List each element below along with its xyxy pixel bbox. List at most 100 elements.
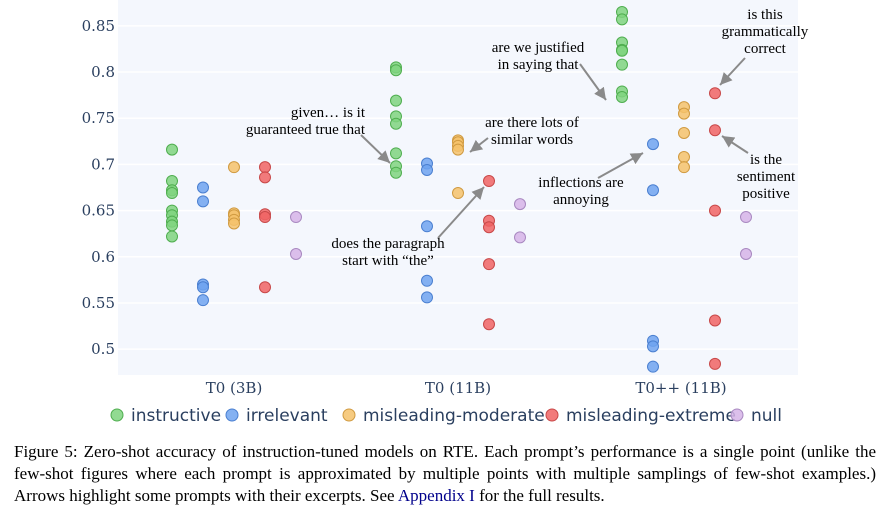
- data-point-irrelevant: [647, 360, 659, 373]
- data-point-instructive: [390, 166, 402, 179]
- data-point-instructive: [390, 94, 402, 107]
- data-point-instructive: [166, 230, 178, 243]
- annotation-text: positive: [742, 186, 790, 202]
- legend-marker: [545, 408, 559, 422]
- annotation-arrow: [437, 186, 485, 239]
- y-tick-label: 0.55: [82, 294, 115, 312]
- data-point-irrelevant: [421, 291, 433, 304]
- data-point-instructive: [166, 187, 178, 200]
- legend-label: irrelevant: [246, 406, 328, 426]
- legend-marker: [730, 408, 744, 422]
- data-point-irrelevant: [421, 274, 433, 287]
- annotation-text: is this: [747, 7, 783, 23]
- data-points: [166, 6, 752, 373]
- annotation-text: guaranteed true that: [246, 122, 366, 138]
- data-point-misleading-extreme: [259, 281, 271, 294]
- y-axis-ticks: 0.5 0.55 0.6 0.65 0.7 0.75 0.8 0.85: [82, 17, 115, 358]
- annotation-text: does the paragraph: [331, 236, 445, 252]
- annotation-text: are we justified: [492, 40, 585, 56]
- data-point-misleading-extreme: [709, 87, 721, 100]
- annotation-text: correct: [744, 41, 786, 57]
- data-point-misleading-extreme: [709, 357, 721, 370]
- data-point-null: [740, 248, 752, 261]
- data-point-misleading-moderate: [678, 151, 690, 164]
- data-point-misleading-moderate: [678, 127, 690, 140]
- data-point-misleading-moderate: [678, 107, 690, 120]
- data-point-misleading-extreme: [709, 124, 721, 137]
- data-point-instructive: [616, 58, 628, 71]
- annotation-text: is the: [750, 152, 782, 168]
- annotation-text: start with “the”: [342, 253, 434, 269]
- y-tick-label: 0.75: [82, 109, 115, 127]
- annotation-arrow: [360, 134, 391, 164]
- annotation-arrow: [719, 57, 746, 86]
- data-point-irrelevant: [197, 294, 209, 307]
- annotation-text: are there lots of: [485, 115, 579, 131]
- data-point-irrelevant: [197, 195, 209, 208]
- annotation-text: given… is it: [291, 105, 366, 121]
- data-point-misleading-moderate: [452, 143, 464, 156]
- data-point-instructive: [616, 44, 628, 57]
- annotation-text: inflections are: [538, 175, 624, 191]
- legend-label: misleading-extreme: [566, 406, 736, 426]
- x-tick-label: T0 (3B): [206, 379, 263, 397]
- x-axis-ticks: T0 (3B) T0 (11B) T0++ (11B): [206, 379, 727, 397]
- caption-text: Figure 5: Zero-shot accuracy of instruct…: [14, 442, 876, 505]
- data-point-instructive: [616, 90, 628, 103]
- data-point-null: [740, 211, 752, 224]
- data-point-instructive: [390, 64, 402, 77]
- annotation-text: in saying that: [498, 57, 580, 73]
- annotation-text: sentiment: [737, 169, 796, 185]
- data-point-instructive: [390, 147, 402, 160]
- data-point-irrelevant: [647, 184, 659, 197]
- data-point-irrelevant: [197, 181, 209, 194]
- y-tick-label: 0.6: [91, 248, 115, 266]
- x-tick-label: T0++ (11B): [635, 379, 726, 397]
- data-point-misleading-extreme: [483, 318, 495, 331]
- annotation-arrow: [721, 135, 749, 154]
- data-point-misleading-extreme: [259, 211, 271, 224]
- data-point-misleading-extreme: [483, 175, 495, 188]
- accuracy-scatter-chart: 0.50.550.60.650.70.750.80.85 T0 (3B) T0 (…: [82, 0, 809, 426]
- y-tick-label: 0.85: [82, 17, 115, 35]
- annotation-text: similar words: [491, 132, 573, 148]
- data-point-instructive: [166, 219, 178, 232]
- data-point-misleading-extreme: [259, 161, 271, 174]
- y-tick-label: 0.65: [82, 202, 115, 220]
- data-point-misleading-moderate: [228, 161, 240, 174]
- legend-label: instructive: [131, 406, 221, 426]
- data-point-null: [290, 211, 302, 224]
- y-tick-label: 0.7: [91, 155, 115, 173]
- data-point-instructive: [390, 117, 402, 130]
- data-point-irrelevant: [197, 281, 209, 294]
- legend-marker: [110, 408, 124, 422]
- legend-marker: [225, 408, 239, 422]
- figure-caption: Figure 5: Zero-shot accuracy of instruct…: [14, 441, 876, 507]
- data-point-null: [514, 198, 526, 211]
- data-point-misleading-extreme: [709, 314, 721, 327]
- data-point-misleading-extreme: [259, 171, 271, 184]
- appendix-link[interactable]: Appendix I: [397, 486, 475, 505]
- annotation-arrow: [469, 137, 489, 153]
- data-point-misleading-moderate: [228, 217, 240, 230]
- data-point-misleading-moderate: [452, 187, 464, 200]
- data-point-irrelevant: [421, 163, 433, 176]
- data-point-misleading-extreme: [483, 258, 495, 271]
- data-point-misleading-extreme: [709, 204, 721, 217]
- x-tick-label: T0 (11B): [425, 379, 491, 397]
- data-point-null: [290, 248, 302, 261]
- legend: instructive irrelevant misleading-moderate…: [110, 406, 782, 426]
- data-point-irrelevant: [647, 340, 659, 353]
- annotation-text: annoying: [553, 192, 609, 208]
- annotation-arrow: [579, 63, 607, 101]
- legend-label: null: [751, 406, 782, 426]
- data-point-instructive: [166, 143, 178, 156]
- data-point-irrelevant: [647, 138, 659, 151]
- y-tick-label: 0.5: [91, 340, 115, 358]
- legend-label: misleading-moderate: [363, 406, 545, 426]
- y-tick-label: 0.8: [91, 63, 115, 81]
- data-point-null: [514, 231, 526, 244]
- legend-marker: [342, 408, 356, 422]
- caption-text-end: for the full results.: [474, 486, 605, 505]
